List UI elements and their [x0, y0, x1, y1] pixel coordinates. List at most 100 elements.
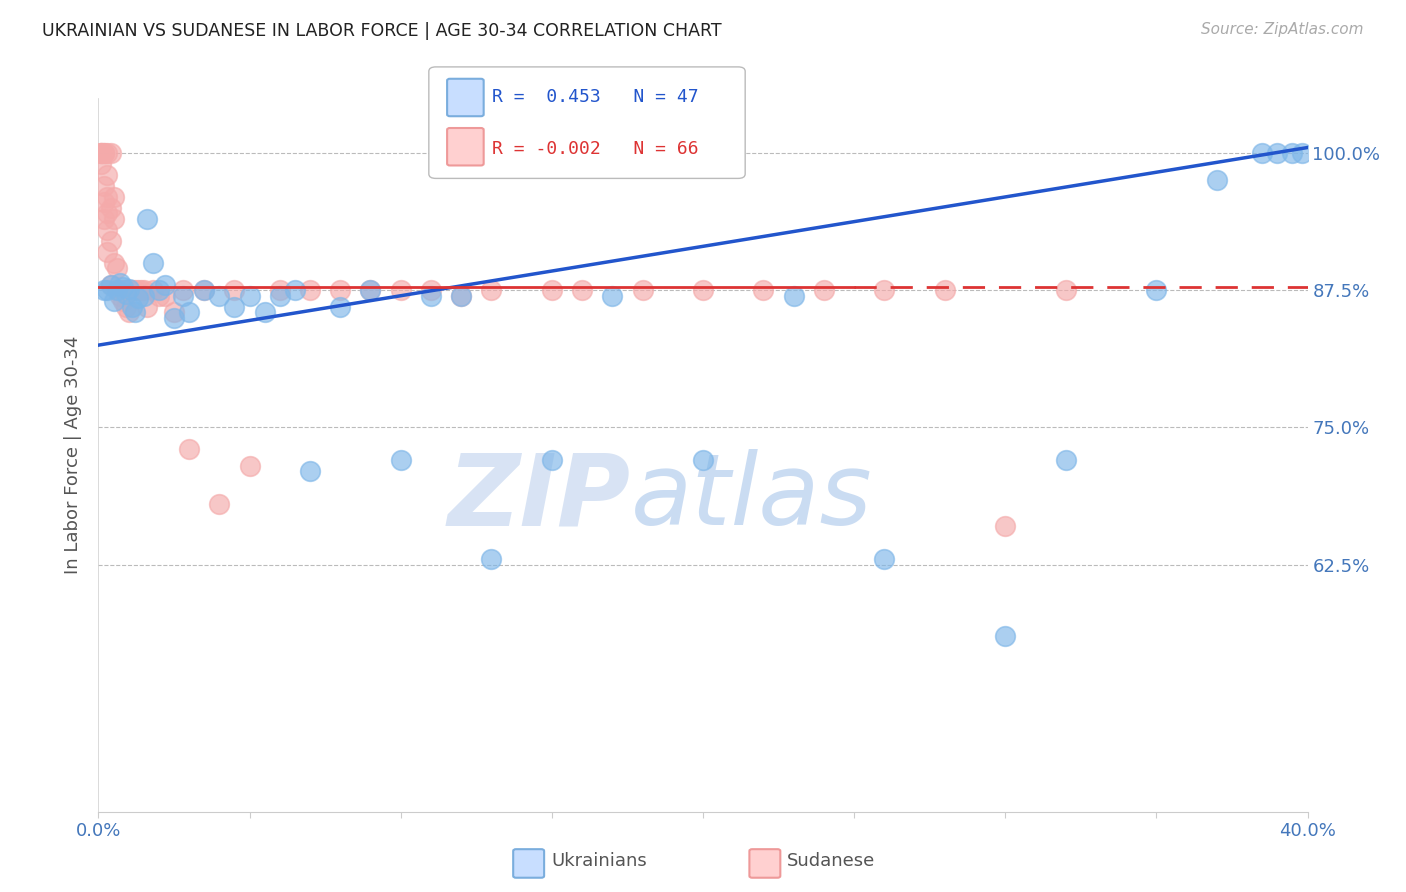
Point — [135, 300, 157, 314]
Point — [100, 277, 122, 292]
Point — [93, 211, 115, 226]
Point — [571, 283, 593, 297]
Point — [692, 283, 714, 297]
Point — [93, 178, 115, 193]
Point — [103, 190, 125, 204]
Point — [224, 283, 246, 297]
Point — [783, 289, 806, 303]
Point — [329, 300, 352, 314]
Point — [179, 442, 201, 457]
Point — [873, 283, 896, 297]
Point — [994, 629, 1017, 643]
Point — [1291, 146, 1313, 161]
Text: Ukrainians: Ukrainians — [551, 852, 647, 870]
Point — [752, 283, 775, 297]
Point — [103, 211, 125, 226]
Text: R = -0.002   N = 66: R = -0.002 N = 66 — [492, 140, 699, 158]
Point — [100, 146, 122, 161]
Point — [124, 305, 146, 319]
Point — [103, 256, 125, 270]
Point — [420, 289, 443, 303]
Point — [934, 283, 956, 297]
Point — [1206, 173, 1229, 187]
Point — [118, 282, 141, 296]
Point — [239, 458, 262, 473]
Point — [90, 157, 112, 171]
Point — [253, 305, 276, 319]
Point — [1054, 453, 1077, 467]
Point — [100, 234, 122, 248]
Point — [96, 223, 118, 237]
Point — [994, 519, 1017, 533]
Point — [1054, 283, 1077, 297]
Point — [124, 283, 146, 297]
Point — [108, 289, 131, 303]
Point — [1251, 146, 1274, 161]
Point — [114, 283, 136, 297]
Point — [118, 283, 141, 297]
Point — [284, 283, 307, 297]
Point — [389, 283, 412, 297]
Point — [93, 195, 115, 210]
Point — [96, 168, 118, 182]
Point — [239, 289, 262, 303]
Point — [108, 283, 131, 297]
Point — [450, 289, 472, 303]
Point — [481, 283, 503, 297]
Point — [114, 286, 136, 301]
Point — [163, 305, 186, 319]
Point — [148, 283, 170, 297]
Point — [269, 289, 291, 303]
Point — [135, 211, 157, 226]
Point — [114, 300, 136, 314]
Point — [179, 305, 201, 319]
Point — [172, 289, 194, 303]
Point — [631, 283, 654, 297]
Point — [329, 283, 352, 297]
Point — [153, 289, 176, 303]
Point — [193, 283, 215, 297]
Point — [111, 294, 134, 309]
Text: R =  0.453   N = 47: R = 0.453 N = 47 — [492, 88, 699, 106]
Point — [450, 289, 472, 303]
Point — [420, 283, 443, 297]
Point — [1144, 283, 1167, 297]
Point — [172, 283, 194, 297]
Point — [163, 310, 186, 325]
Point — [90, 146, 112, 161]
Point — [540, 453, 562, 467]
Point — [105, 283, 128, 297]
Point — [389, 453, 412, 467]
Point — [93, 146, 115, 161]
Point — [813, 283, 835, 297]
Point — [269, 283, 291, 297]
Point — [540, 283, 562, 297]
Point — [93, 283, 115, 297]
Point — [132, 289, 155, 303]
Point — [90, 146, 112, 161]
Point — [208, 497, 231, 511]
Point — [873, 552, 896, 566]
Text: Source: ZipAtlas.com: Source: ZipAtlas.com — [1201, 22, 1364, 37]
Point — [127, 283, 149, 297]
Point — [100, 201, 122, 215]
Point — [100, 277, 122, 292]
Point — [360, 283, 382, 297]
Point — [111, 283, 134, 297]
Point — [142, 283, 165, 297]
Point — [127, 291, 149, 305]
Point — [193, 283, 215, 297]
Point — [132, 283, 155, 297]
Y-axis label: In Labor Force | Age 30-34: In Labor Force | Age 30-34 — [65, 335, 83, 574]
Point — [602, 289, 624, 303]
Point — [96, 244, 118, 259]
Point — [93, 146, 115, 161]
Text: atlas: atlas — [630, 450, 872, 546]
Point — [142, 256, 165, 270]
Point — [108, 276, 131, 290]
Text: ZIP: ZIP — [447, 450, 630, 546]
Point — [105, 261, 128, 276]
Point — [299, 283, 322, 297]
Point — [148, 289, 170, 303]
Point — [96, 190, 118, 204]
